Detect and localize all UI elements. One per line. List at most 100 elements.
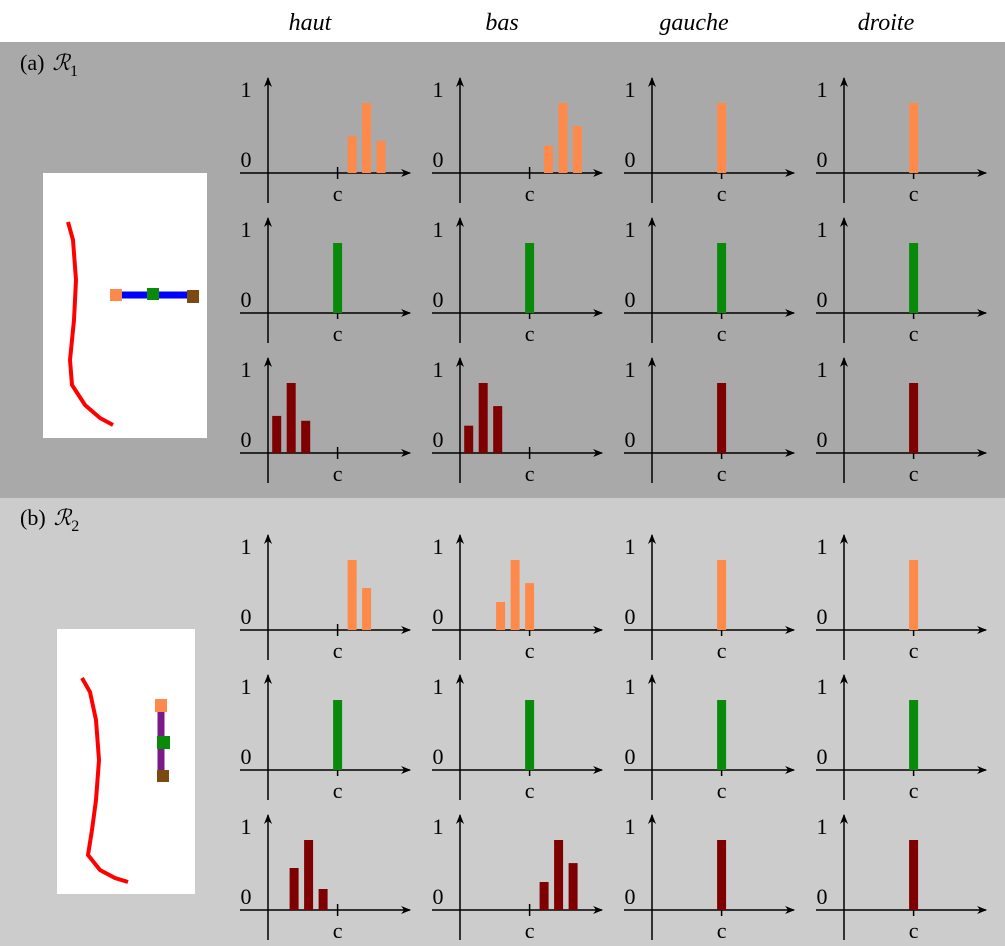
y-tick-label: 0 [817, 287, 828, 312]
bar [539, 882, 549, 910]
y-tick-label: 0 [625, 427, 636, 452]
bar [717, 840, 727, 910]
panel-label: (a) ℛ1 [20, 50, 78, 80]
y-tick-label: 0 [433, 287, 444, 312]
bar [478, 383, 488, 453]
bar [376, 140, 386, 173]
y-tick-label: 0 [817, 884, 828, 909]
mini-chart: 0 1 c [432, 77, 604, 206]
mini-chart: 0 1 c [240, 217, 412, 346]
mini-chart: 0 1 c [624, 674, 796, 803]
y-tick-label: 0 [625, 147, 636, 172]
bar [493, 406, 503, 453]
mini-chart: 0 1 c [240, 77, 412, 206]
y-tick-label: 0 [433, 604, 444, 629]
bar [333, 243, 343, 313]
y-tick-label: 0 [817, 427, 828, 452]
y-tick-label: 0 [625, 604, 636, 629]
panel-letter: (b) [20, 505, 46, 530]
bar [347, 135, 357, 173]
bar [909, 383, 919, 453]
x-tick-label: c [717, 461, 727, 486]
mini-chart: 0 1 c [624, 814, 796, 943]
x-tick-label: c [909, 778, 919, 803]
y-tick-label: 0 [241, 147, 252, 172]
mini-chart: 0 1 c [240, 534, 412, 663]
bar [318, 889, 328, 910]
bar [301, 420, 311, 453]
panel-letter: (a) [20, 50, 44, 75]
y-tick-label: 0 [241, 884, 252, 909]
bar [289, 868, 299, 910]
mini-chart: 0 1 c [624, 534, 796, 663]
bar [717, 383, 727, 453]
bar [496, 602, 506, 630]
y-tick-label: 1 [241, 674, 252, 699]
y-tick-label: 0 [625, 287, 636, 312]
mini-chart: 0 1 c [624, 217, 796, 346]
y-tick-label: 1 [241, 534, 252, 559]
column-header: droite [858, 10, 915, 36]
column-header: gauche [659, 10, 729, 36]
bar [286, 383, 296, 453]
bar [362, 103, 372, 173]
bar [717, 560, 727, 630]
y-tick-label: 0 [625, 884, 636, 909]
x-tick-label: c [525, 918, 535, 943]
bar [464, 425, 474, 453]
y-tick-label: 1 [625, 217, 636, 242]
y-tick-label: 1 [817, 674, 828, 699]
bar [909, 840, 919, 910]
mini-chart: 0 1 c [624, 357, 796, 486]
mini-chart: 0 1 c [816, 674, 988, 803]
bar [543, 145, 553, 173]
y-tick-label: 0 [433, 744, 444, 769]
x-tick-label: c [717, 918, 727, 943]
x-tick-label: c [333, 778, 343, 803]
y-tick-label: 1 [433, 77, 444, 102]
y-tick-label: 1 [433, 814, 444, 839]
bar [909, 560, 919, 630]
mini-chart: 0 1 c [432, 814, 604, 943]
bar [333, 700, 343, 770]
bar [347, 560, 357, 630]
bar [525, 583, 535, 630]
x-tick-label: c [525, 638, 535, 663]
y-tick-label: 1 [241, 357, 252, 382]
mini-chart: 0 1 c [624, 77, 796, 206]
bar [558, 103, 568, 173]
bar [554, 840, 564, 910]
y-tick-label: 1 [241, 217, 252, 242]
y-tick-label: 1 [433, 534, 444, 559]
y-tick-label: 0 [433, 147, 444, 172]
mini-chart: 0 1 c [816, 357, 988, 486]
bar [717, 103, 727, 173]
y-tick-label: 1 [625, 77, 636, 102]
mini-chart: 0 1 c [240, 674, 412, 803]
x-tick-label: c [333, 321, 343, 346]
y-tick-label: 1 [817, 534, 828, 559]
y-tick-label: 0 [817, 604, 828, 629]
x-tick-label: c [525, 778, 535, 803]
y-tick-label: 1 [817, 217, 828, 242]
x-tick-label: c [909, 461, 919, 486]
y-tick-label: 1 [817, 357, 828, 382]
bar [272, 415, 282, 453]
mini-chart: 0 1 c [816, 534, 988, 663]
panel-subscript: 1 [70, 63, 78, 80]
y-tick-label: 1 [625, 674, 636, 699]
y-tick-label: 1 [625, 357, 636, 382]
x-tick-label: c [333, 638, 343, 663]
bar [909, 700, 919, 770]
y-tick-label: 0 [817, 147, 828, 172]
sketch-b [57, 629, 195, 894]
y-tick-label: 0 [625, 744, 636, 769]
bar [510, 560, 520, 630]
x-tick-label: c [525, 461, 535, 486]
mini-chart: 0 1 c [432, 674, 604, 803]
mini-chart: 0 1 c [816, 77, 988, 206]
bar [717, 243, 727, 313]
mini-chart: 0 1 c [432, 357, 604, 486]
x-tick-label: c [909, 638, 919, 663]
